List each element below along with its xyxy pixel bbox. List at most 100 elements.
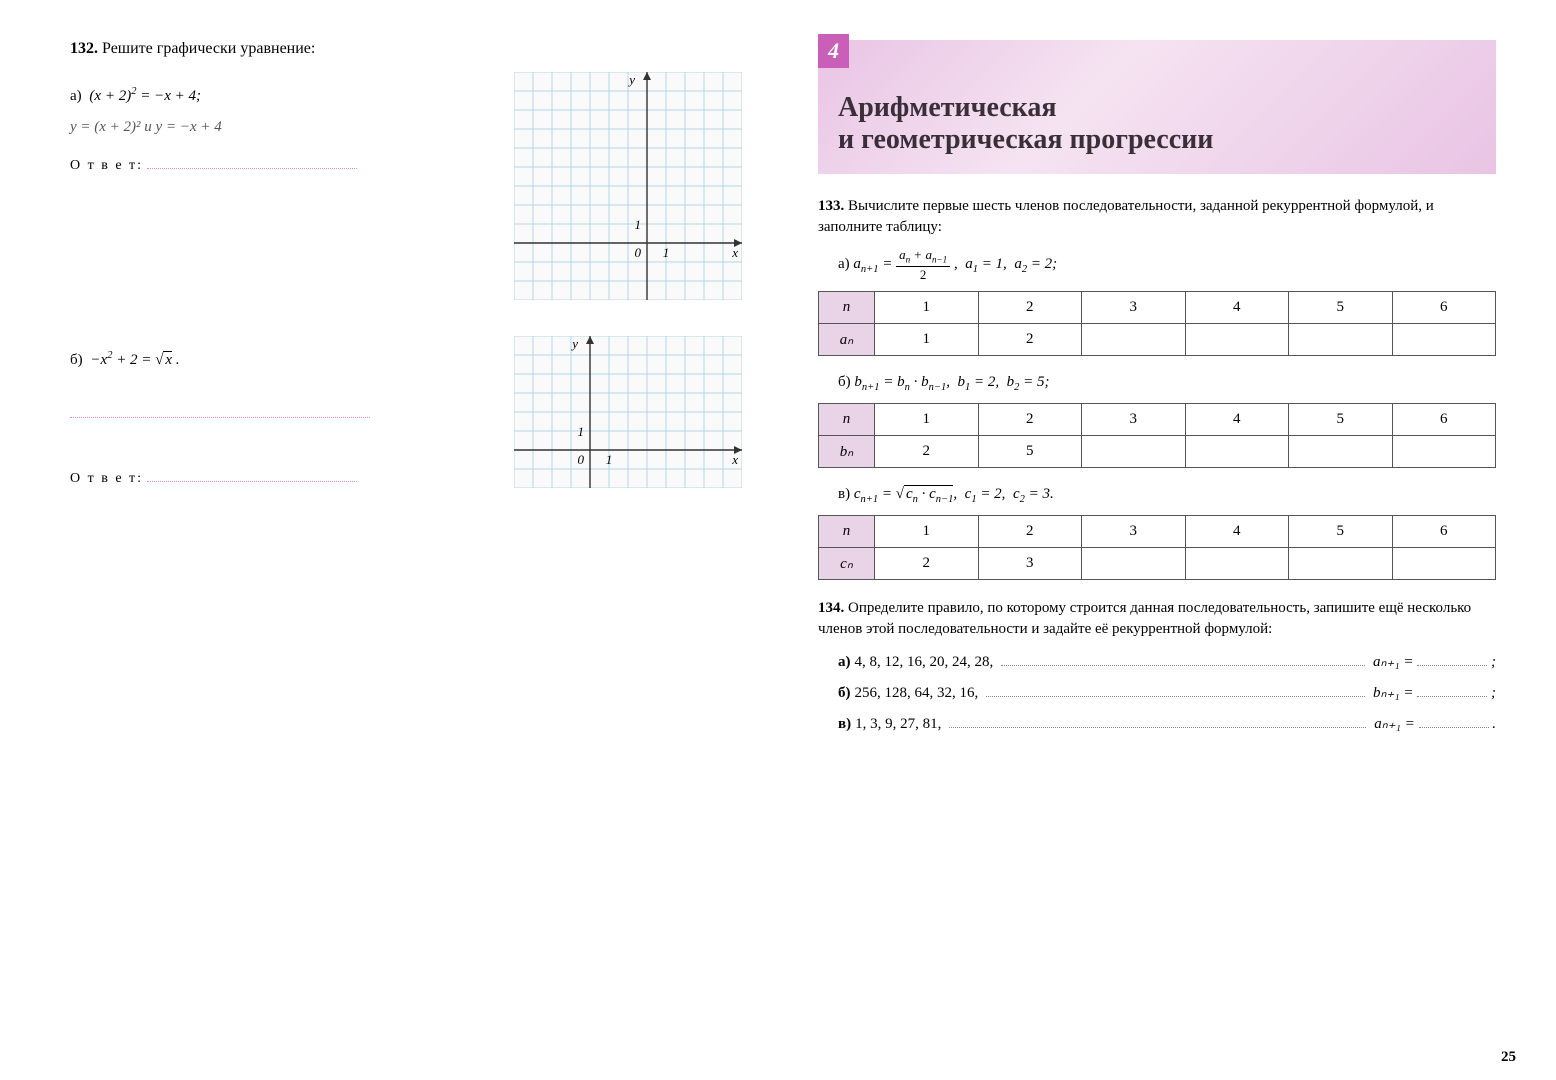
p132-b-mid-blank bbox=[70, 403, 496, 423]
p132-b-blank1[interactable] bbox=[70, 403, 370, 418]
p132-b-block: б) −x2 + 2 = x . О т в е т: y x 0 1 1 bbox=[70, 336, 742, 488]
col-header: 3 bbox=[1082, 292, 1186, 324]
table-cell[interactable]: 2 bbox=[875, 436, 979, 468]
p132-b-label: б) bbox=[70, 352, 83, 368]
table-cell[interactable] bbox=[1082, 548, 1186, 580]
table-cell[interactable] bbox=[1185, 548, 1289, 580]
p132-b-text: б) −x2 + 2 = x . О т в е т: bbox=[70, 336, 496, 487]
p132-a-block: а) (x + 2)2 = −x + 4; y = (x + 2)² и y =… bbox=[70, 72, 742, 300]
table-cell[interactable] bbox=[1392, 548, 1496, 580]
row-header-val: bₙ bbox=[819, 436, 875, 468]
col-header: 5 bbox=[1289, 292, 1393, 324]
p132-number: 132. bbox=[70, 40, 98, 57]
p134-a-seq: 4, 8, 12, 16, 20, 24, 28, bbox=[855, 654, 994, 671]
p132-a-eq: (x + 2)2 = −x + 4; bbox=[89, 88, 201, 104]
p134-row: а) 4, 8, 12, 16, 20, 24, 28, aₙ₊₁ = ; bbox=[838, 652, 1496, 671]
table-cell[interactable] bbox=[1289, 548, 1393, 580]
col-header: 6 bbox=[1392, 516, 1496, 548]
p133-a-label: а) bbox=[838, 256, 850, 272]
p132-b-answer-blank[interactable] bbox=[147, 467, 357, 482]
table-cell[interactable] bbox=[1082, 436, 1186, 468]
problem-134: 134. Определите правило, по которому стр… bbox=[818, 598, 1496, 733]
page-number: 25 bbox=[1501, 1049, 1516, 1066]
p134-number: 134. bbox=[818, 600, 844, 616]
p134-c-label: в) bbox=[838, 716, 851, 733]
col-header: 4 bbox=[1185, 516, 1289, 548]
col-header: 4 bbox=[1185, 292, 1289, 324]
table-cell[interactable] bbox=[1392, 436, 1496, 468]
row-header-n: n bbox=[819, 516, 875, 548]
p132-a-answer-blank[interactable] bbox=[147, 154, 357, 169]
right-page: 4 Арифметическая и геометрическая прогре… bbox=[778, 0, 1556, 1080]
svg-text:1: 1 bbox=[606, 452, 613, 467]
col-header: 2 bbox=[978, 516, 1082, 548]
table-133b: n123456bₙ25 bbox=[818, 403, 1496, 468]
p132-a-handwritten: y = (x + 2)² и y = −x + 4 bbox=[70, 119, 496, 136]
p133-number: 133. bbox=[818, 198, 844, 214]
p134-b-blank1[interactable] bbox=[986, 696, 1365, 697]
p134-c-seq: 1, 3, 9, 27, 81, bbox=[855, 716, 941, 733]
col-header: 2 bbox=[978, 404, 1082, 436]
svg-text:1: 1 bbox=[663, 245, 670, 260]
svg-text:x: x bbox=[731, 245, 738, 260]
col-header: 1 bbox=[875, 516, 979, 548]
p132-a-text: а) (x + 2)2 = −x + 4; y = (x + 2)² и y =… bbox=[70, 72, 496, 174]
p134-a-blank1[interactable] bbox=[1001, 665, 1365, 666]
grid-b: y x 0 1 1 bbox=[514, 336, 742, 488]
p134-b-seq: 256, 128, 64, 32, 16, bbox=[855, 685, 979, 702]
col-header: 3 bbox=[1082, 516, 1186, 548]
p133-b-formula: б) bn+1 = bn · bn−1, b1 = 2, b2 = 5; bbox=[838, 374, 1496, 393]
p134-b-blank2[interactable] bbox=[1417, 696, 1487, 697]
p133-a-formula: а) an+1 = an + an−12 , a1 = 1, a2 = 2; bbox=[838, 248, 1496, 281]
p132-a-answer-row: О т в е т: bbox=[70, 154, 496, 174]
table-133c: n123456cₙ23 bbox=[818, 515, 1496, 580]
p132-a-label: а) bbox=[70, 88, 82, 104]
p134-a-blank2[interactable] bbox=[1417, 665, 1487, 666]
svg-text:y: y bbox=[627, 72, 635, 87]
p132-b-answer-row: О т в е т: bbox=[70, 467, 496, 487]
table-cell[interactable]: 2 bbox=[875, 548, 979, 580]
row-header-val: aₙ bbox=[819, 324, 875, 356]
p134-b-rhs: bₙ₊₁ = ; bbox=[1373, 683, 1496, 702]
svg-text:y: y bbox=[570, 336, 578, 351]
p133-c-formula: в) cn+1 = cn · cn−1, c1 = 2, c2 = 3. bbox=[838, 486, 1496, 505]
grid-a: y x 0 1 1 bbox=[514, 72, 742, 300]
row-header-n: n bbox=[819, 292, 875, 324]
svg-text:0: 0 bbox=[635, 245, 642, 260]
table-cell[interactable]: 1 bbox=[875, 324, 979, 356]
svg-text:1: 1 bbox=[578, 424, 585, 439]
p132-b-answer-label: О т в е т: bbox=[70, 471, 143, 486]
col-header: 1 bbox=[875, 292, 979, 324]
table-cell[interactable]: 3 bbox=[978, 548, 1082, 580]
table-133a: n123456aₙ12 bbox=[818, 291, 1496, 356]
col-header: 5 bbox=[1289, 516, 1393, 548]
p132-b-eq: −x2 + 2 = x . bbox=[90, 352, 179, 368]
table-cell[interactable] bbox=[1289, 324, 1393, 356]
col-header: 4 bbox=[1185, 404, 1289, 436]
p134-row: в) 1, 3, 9, 27, 81, aₙ₊₁ = . bbox=[838, 714, 1496, 733]
row-header-val: cₙ bbox=[819, 548, 875, 580]
chapter-title: Арифметическая и геометрическая прогресс… bbox=[838, 92, 1476, 156]
p134-a-label: а) bbox=[838, 654, 851, 671]
p134-row: б) 256, 128, 64, 32, 16, bₙ₊₁ = ; bbox=[838, 683, 1496, 702]
p132-a-answer-label: О т в е т: bbox=[70, 158, 143, 173]
table-cell[interactable] bbox=[1185, 324, 1289, 356]
col-header: 6 bbox=[1392, 404, 1496, 436]
p134-a-rhs: aₙ₊₁ = ; bbox=[1373, 652, 1496, 671]
problem-132: 132. Решите графически уравнение: а) (x … bbox=[70, 40, 742, 488]
p134-c-blank1[interactable] bbox=[949, 727, 1366, 728]
col-header: 5 bbox=[1289, 404, 1393, 436]
svg-text:x: x bbox=[731, 452, 738, 467]
p134-c-blank2[interactable] bbox=[1419, 727, 1489, 728]
table-cell[interactable] bbox=[1289, 436, 1393, 468]
p134-b-label: б) bbox=[838, 685, 851, 702]
svg-text:0: 0 bbox=[578, 452, 585, 467]
table-cell[interactable] bbox=[1082, 324, 1186, 356]
table-cell[interactable]: 5 bbox=[978, 436, 1082, 468]
table-cell[interactable] bbox=[1392, 324, 1496, 356]
p133-prompt: Вычислите первые шесть членов последоват… bbox=[818, 198, 1434, 235]
p133-b-label: б) bbox=[838, 374, 851, 390]
table-cell[interactable] bbox=[1185, 436, 1289, 468]
table-cell[interactable]: 2 bbox=[978, 324, 1082, 356]
svg-text:1: 1 bbox=[635, 217, 642, 232]
